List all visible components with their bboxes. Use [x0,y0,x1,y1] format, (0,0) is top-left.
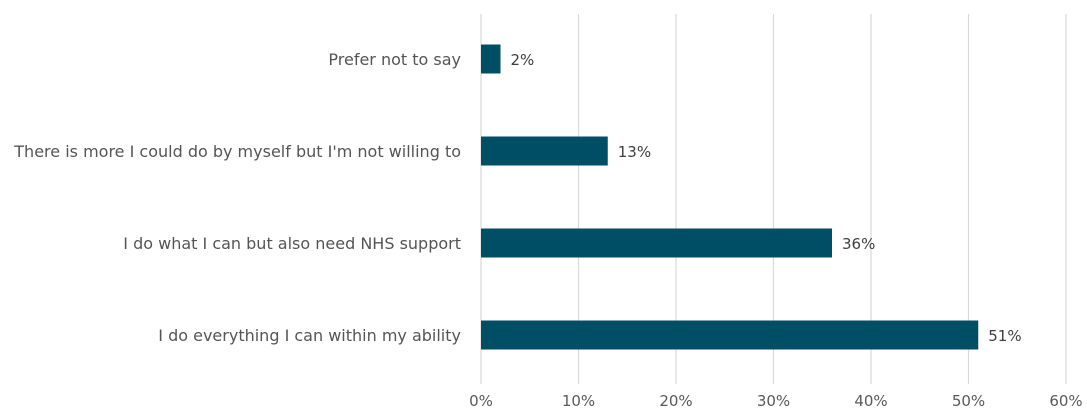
bar-1 [481,136,608,166]
bar-3 [481,320,979,350]
bar-0 [481,44,501,74]
category-label-0: Prefer not to say [328,50,461,69]
data-label-3: 51% [988,327,1021,345]
bars [481,44,979,350]
data-label-0: 2% [511,51,535,69]
x-tick-label-10: 10% [562,392,595,410]
bar-2 [481,228,832,258]
data-label-1: 13% [618,143,651,161]
data-label-2: 36% [842,235,875,253]
category-label-3: I do everything I can within my ability [158,326,461,345]
data-labels: 2% 13% 36% 51% [511,51,1022,345]
x-tick-label-20: 20% [659,392,692,410]
x-tick-label-50: 50% [952,392,985,410]
x-tick-label-0: 0% [469,392,493,410]
x-axis-tick-labels: 0% 10% 20% 30% 40% 50% 60% [469,392,1083,410]
gridlines [480,14,1067,384]
x-tick-label-40: 40% [854,392,887,410]
x-tick-label-60: 60% [1049,392,1082,410]
x-tick-label-30: 30% [757,392,790,410]
category-label-1: There is more I could do by myself but I… [13,142,461,161]
category-labels: Prefer not to say There is more I could d… [13,50,461,345]
category-label-2: I do what I can but also need NHS suppor… [123,234,461,253]
